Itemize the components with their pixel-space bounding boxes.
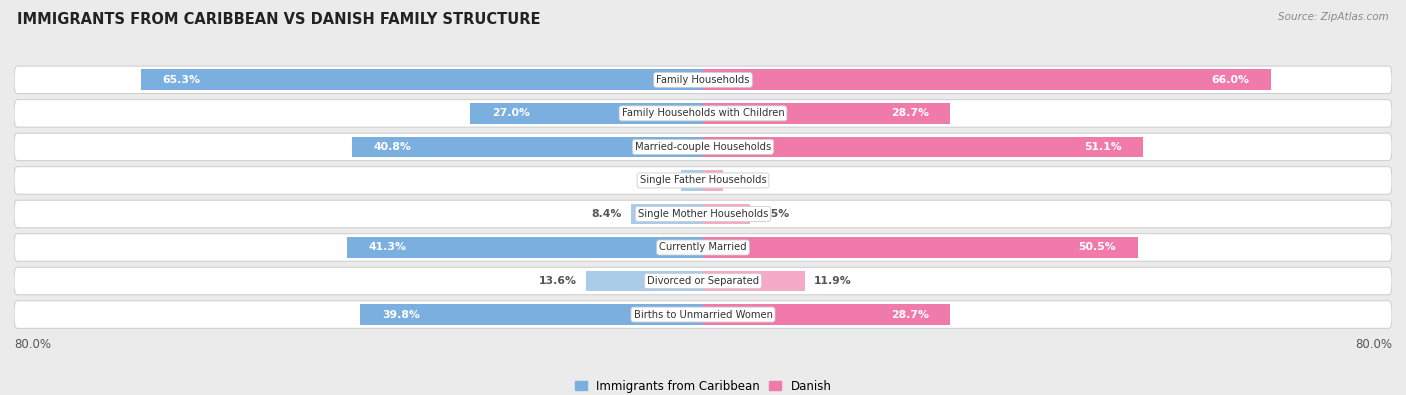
Bar [703, 103, 950, 124]
Text: Divorced or Separated: Divorced or Separated [647, 276, 759, 286]
Text: 2.5%: 2.5% [643, 175, 673, 185]
Bar [360, 304, 703, 325]
Text: 80.0%: 80.0% [1355, 338, 1392, 351]
Text: 41.3%: 41.3% [368, 243, 406, 252]
Legend: Immigrants from Caribbean, Danish: Immigrants from Caribbean, Danish [569, 375, 837, 395]
Text: IMMIGRANTS FROM CARIBBEAN VS DANISH FAMILY STRUCTURE: IMMIGRANTS FROM CARIBBEAN VS DANISH FAMI… [17, 12, 540, 27]
Text: 8.4%: 8.4% [592, 209, 621, 219]
Bar [586, 271, 703, 292]
Bar [703, 203, 751, 224]
Text: 2.3%: 2.3% [731, 175, 762, 185]
Text: 80.0%: 80.0% [14, 338, 51, 351]
Text: 40.8%: 40.8% [373, 142, 411, 152]
Bar [703, 271, 806, 292]
Text: Currently Married: Currently Married [659, 243, 747, 252]
Text: 39.8%: 39.8% [382, 310, 419, 320]
Text: 13.6%: 13.6% [540, 276, 578, 286]
Bar [703, 70, 1271, 90]
Text: 11.9%: 11.9% [814, 276, 852, 286]
Bar [703, 137, 1143, 157]
Bar [141, 70, 703, 90]
Text: 50.5%: 50.5% [1078, 243, 1116, 252]
FancyBboxPatch shape [14, 100, 1392, 127]
Text: 65.3%: 65.3% [162, 75, 200, 85]
Bar [703, 304, 950, 325]
Text: 28.7%: 28.7% [890, 108, 928, 118]
Text: Married-couple Households: Married-couple Households [636, 142, 770, 152]
Text: 27.0%: 27.0% [492, 108, 530, 118]
Bar [471, 103, 703, 124]
FancyBboxPatch shape [14, 167, 1392, 194]
Bar [631, 203, 703, 224]
FancyBboxPatch shape [14, 133, 1392, 161]
Bar [703, 237, 1137, 258]
Text: Single Mother Households: Single Mother Households [638, 209, 768, 219]
FancyBboxPatch shape [14, 267, 1392, 295]
Text: Family Households with Children: Family Households with Children [621, 108, 785, 118]
Text: Source: ZipAtlas.com: Source: ZipAtlas.com [1278, 12, 1389, 22]
FancyBboxPatch shape [14, 234, 1392, 261]
Text: 66.0%: 66.0% [1212, 75, 1250, 85]
FancyBboxPatch shape [14, 301, 1392, 328]
Bar [703, 170, 723, 191]
Bar [352, 137, 703, 157]
Text: 5.5%: 5.5% [759, 209, 789, 219]
Text: 28.7%: 28.7% [890, 310, 928, 320]
Text: Births to Unmarried Women: Births to Unmarried Women [634, 310, 772, 320]
Text: Single Father Households: Single Father Households [640, 175, 766, 185]
Bar [682, 170, 703, 191]
FancyBboxPatch shape [14, 66, 1392, 94]
Bar [347, 237, 703, 258]
Text: Family Households: Family Households [657, 75, 749, 85]
Text: 51.1%: 51.1% [1084, 142, 1122, 152]
FancyBboxPatch shape [14, 200, 1392, 228]
